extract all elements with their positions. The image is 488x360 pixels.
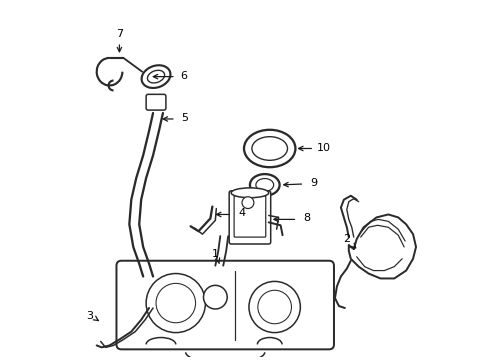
Text: 3: 3 [86,311,93,321]
Text: 5: 5 [181,113,188,123]
Text: 7: 7 [116,29,123,39]
Polygon shape [348,215,415,278]
Circle shape [203,285,227,309]
FancyBboxPatch shape [116,261,333,349]
Ellipse shape [244,130,295,167]
Text: 8: 8 [303,213,310,224]
FancyBboxPatch shape [234,196,265,237]
Circle shape [156,283,195,323]
Ellipse shape [142,65,170,88]
FancyBboxPatch shape [146,94,165,110]
Circle shape [242,197,253,208]
FancyBboxPatch shape [229,191,270,244]
Text: 2: 2 [343,234,350,244]
Circle shape [257,290,291,324]
Ellipse shape [255,179,273,191]
Text: 9: 9 [310,178,317,188]
Circle shape [248,282,300,333]
Circle shape [146,274,205,333]
Ellipse shape [251,137,287,160]
Text: 1: 1 [211,249,219,259]
Ellipse shape [249,174,279,196]
Text: 4: 4 [238,208,245,219]
Text: 6: 6 [180,71,187,81]
Ellipse shape [231,188,268,198]
Text: 10: 10 [316,143,330,153]
Ellipse shape [147,70,164,83]
